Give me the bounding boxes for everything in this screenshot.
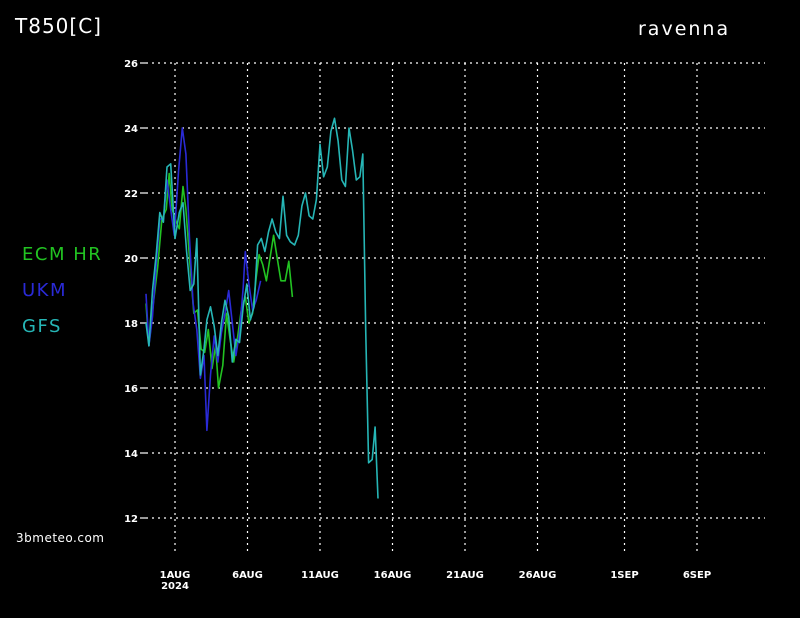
x-tick-year: 2024: [161, 581, 189, 592]
x-tick-label: 1AUG: [160, 570, 191, 581]
location-label: ravenna: [638, 18, 731, 40]
grid: [146, 62, 765, 555]
y-tick-label: 18: [124, 319, 138, 330]
y-tick-label: 20: [124, 254, 138, 265]
series-line-ecm-hr: [145, 172, 294, 389]
legend-item-ukm: UKM: [22, 280, 68, 301]
x-tick-label: 26AUG: [519, 570, 557, 581]
x-tick-label: 21AUG: [446, 570, 484, 581]
watermark: 3bmeteo.com: [16, 531, 105, 545]
x-tick-label: 6AUG: [232, 570, 263, 581]
x-tick-label: 1SEP: [610, 570, 638, 581]
y-tick-label: 22: [124, 189, 138, 200]
y-tick-label: 16: [124, 384, 138, 395]
legend-item-ecm-hr: ECM HR: [22, 244, 103, 265]
y-tick-label: 12: [124, 514, 138, 525]
chart-title: T850[C]: [15, 14, 102, 38]
series-line-gfs: [145, 117, 379, 499]
series-line-ukm: [145, 127, 262, 432]
legend-item-gfs: GFS: [22, 316, 62, 337]
y-axis: 12 14 16 18 20 22 24 26: [124, 59, 146, 525]
y-tick-label: 14: [124, 449, 138, 460]
x-tick-label: 16AUG: [374, 570, 412, 581]
x-tick-label: 6SEP: [683, 570, 711, 581]
series: [145, 117, 379, 499]
y-tick-label: 26: [124, 59, 138, 70]
legend: ECM HR UKM GFS: [22, 244, 102, 352]
y-tick-label: 24: [124, 124, 138, 135]
x-tick-label: 11AUG: [301, 570, 339, 581]
